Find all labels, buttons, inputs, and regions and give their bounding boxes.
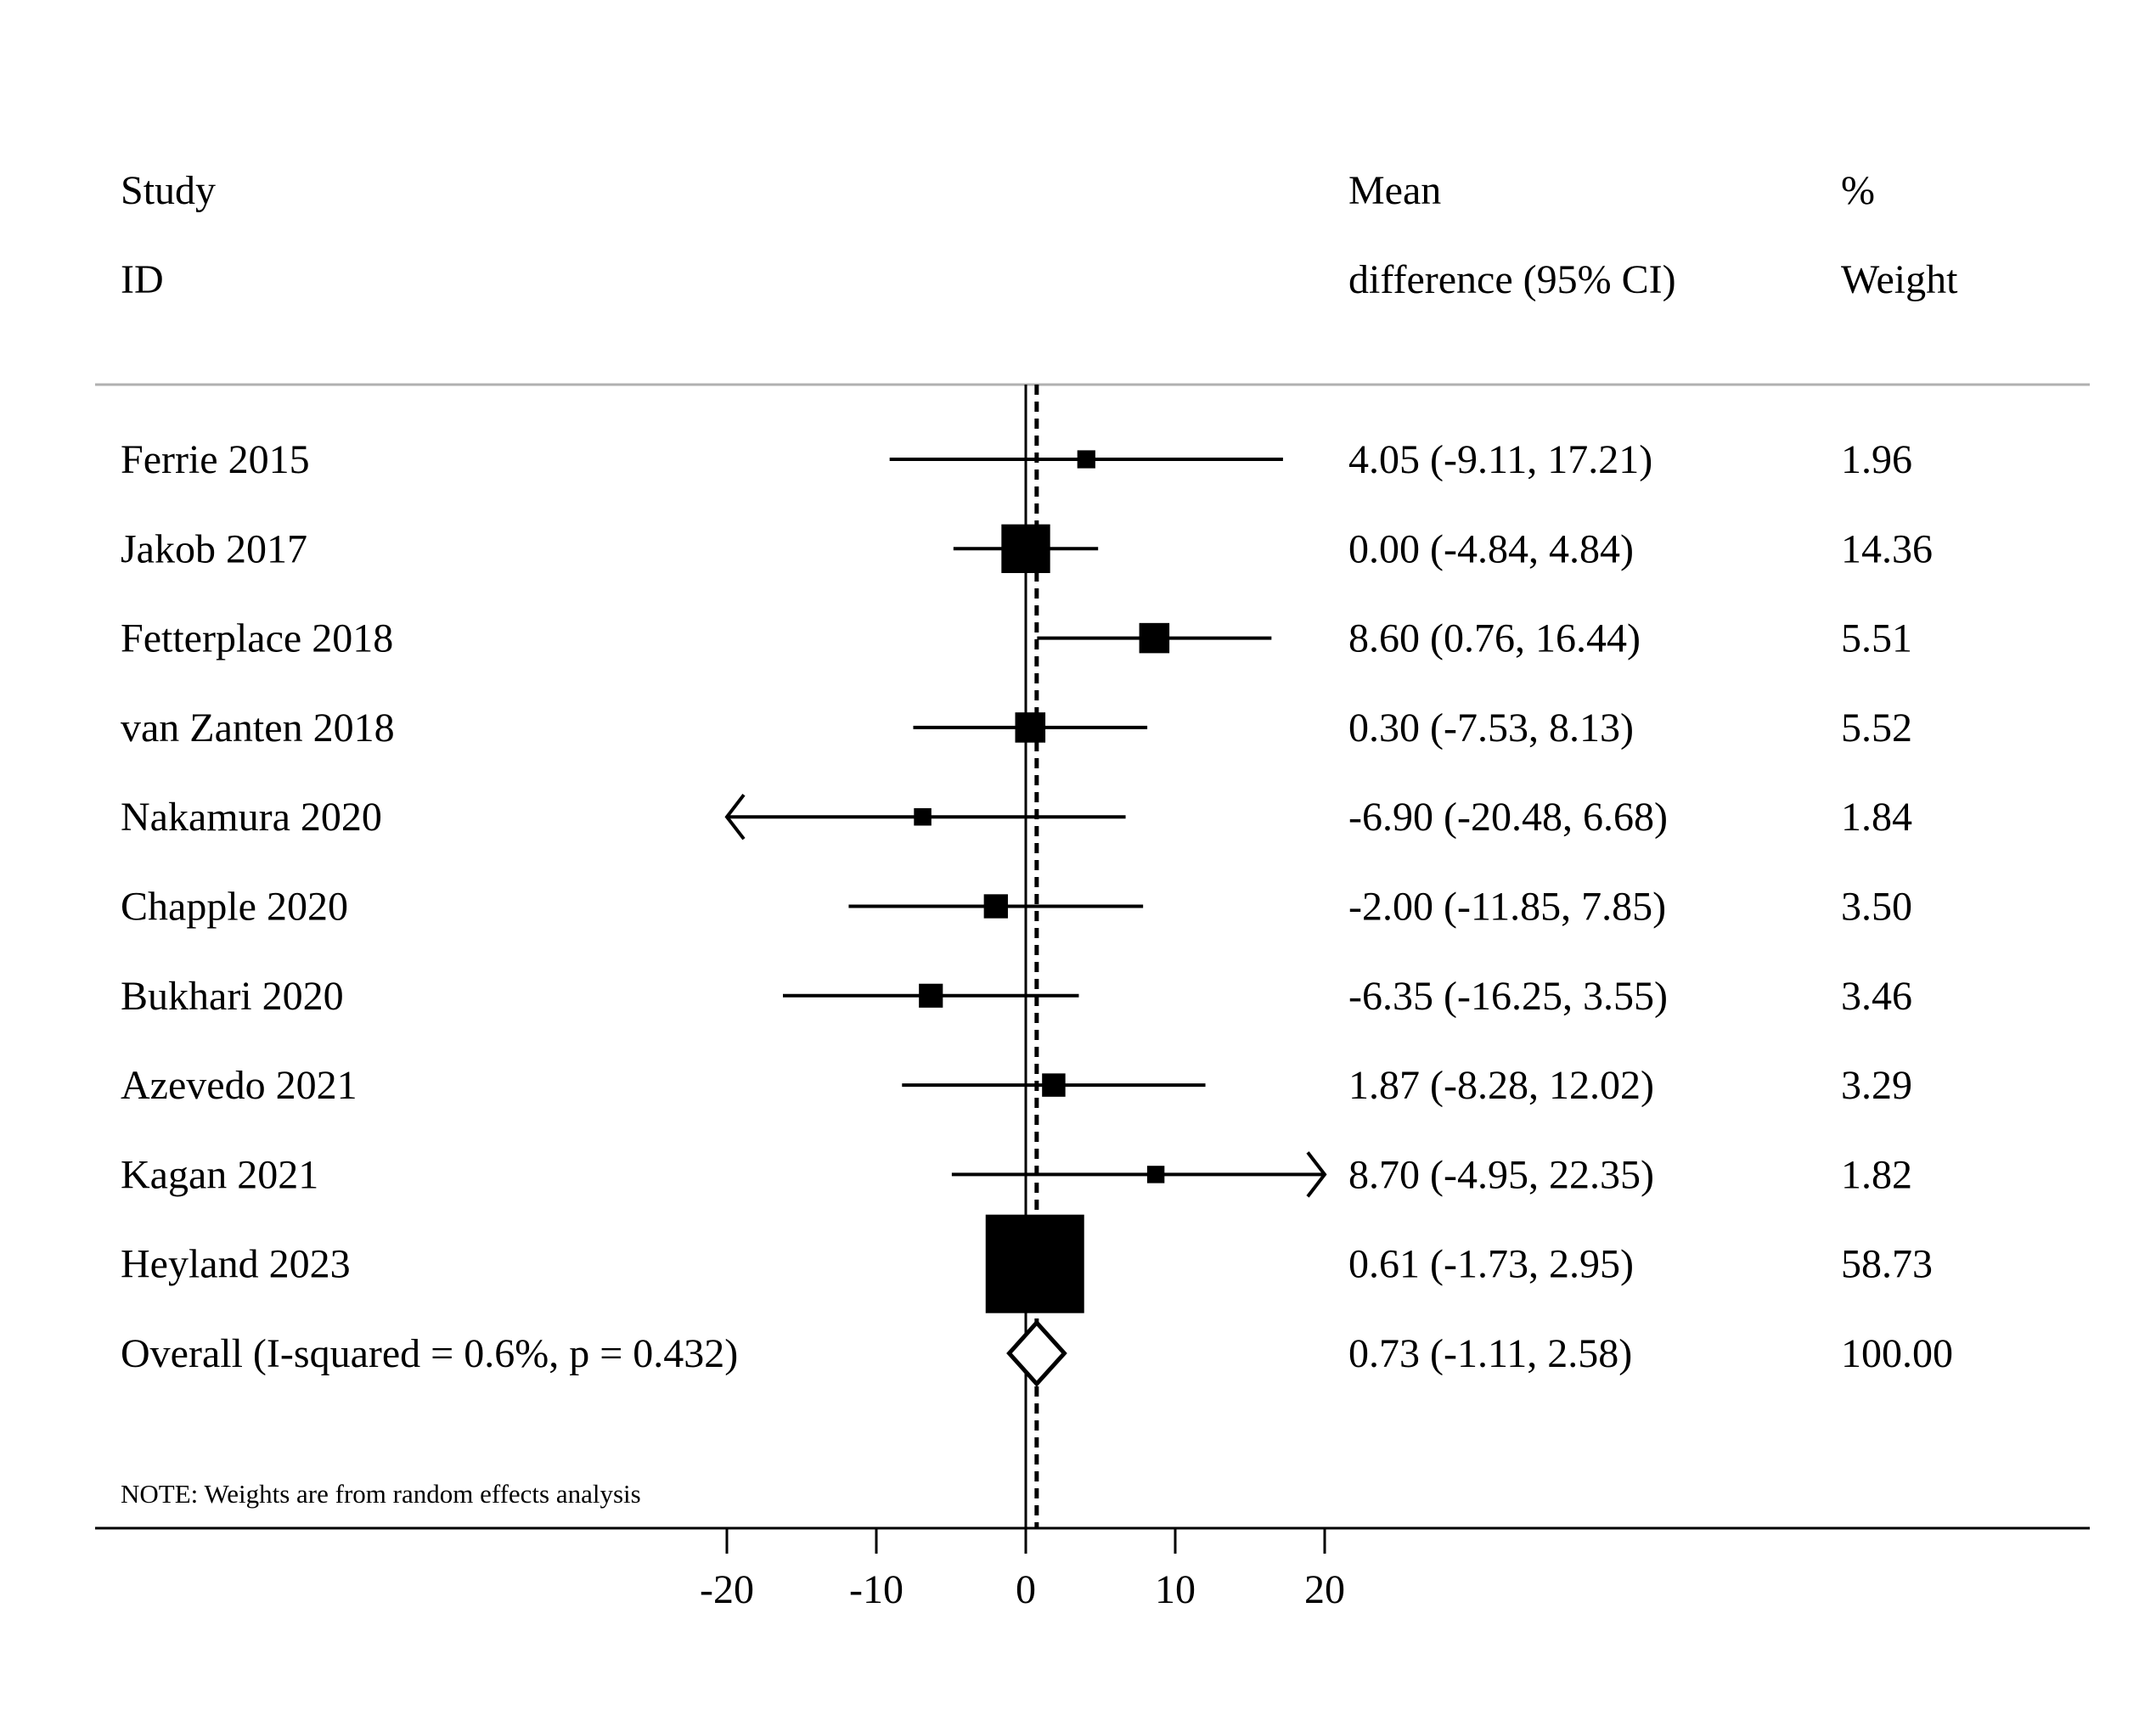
- study-row: Bukhari 2020 -6.35 (-16.25, 3.55) 3.46: [121, 974, 1912, 1019]
- effect-square: [1001, 524, 1050, 573]
- header-mean: Mean: [1348, 168, 1441, 213]
- study-weight: 5.52: [1841, 706, 1912, 750]
- overall-effect-ci: 0.73 (-1.11, 2.58): [1348, 1331, 1632, 1376]
- header-percent: %: [1841, 168, 1875, 213]
- study-effect-ci: -6.35 (-16.25, 3.55): [1348, 974, 1668, 1019]
- study-id: Bukhari 2020: [121, 974, 344, 1019]
- effect-square: [914, 807, 932, 826]
- study-weight: 3.50: [1841, 885, 1912, 930]
- study-weight: 3.29: [1841, 1063, 1912, 1108]
- study-effect-ci: -6.90 (-20.48, 6.68): [1348, 795, 1668, 840]
- header-weight: Weight: [1841, 257, 1958, 302]
- effect-square: [919, 983, 943, 1008]
- note-text: NOTE: Weights are from random effects an…: [121, 1479, 641, 1509]
- header-difference-ci: difference (95% CI): [1348, 257, 1676, 302]
- x-tick-label: -20: [700, 1567, 754, 1612]
- study-row: Ferrie 2015 4.05 (-9.11, 17.21) 1.96: [121, 437, 1912, 482]
- study-effect-ci: 8.60 (0.76, 16.44): [1348, 616, 1641, 661]
- study-effect-ci: 0.61 (-1.73, 2.95): [1348, 1242, 1634, 1287]
- overall-label: Overall (I-squared = 0.6%, p = 0.432): [121, 1331, 738, 1376]
- study-effect-ci: 4.05 (-9.11, 17.21): [1348, 437, 1652, 482]
- study-id: Chapple 2020: [121, 885, 348, 930]
- study-effect-ci: -2.00 (-11.85, 7.85): [1348, 885, 1666, 930]
- study-id: Ferrie 2015: [121, 437, 310, 482]
- study-id: Fetterplace 2018: [121, 616, 393, 661]
- study-effect-ci: 1.87 (-8.28, 12.02): [1348, 1063, 1654, 1108]
- study-id: Nakamura 2020: [121, 795, 382, 840]
- x-tick-label: 0: [1016, 1567, 1036, 1612]
- study-row: Chapple 2020 -2.00 (-11.85, 7.85) 3.50: [121, 885, 1912, 930]
- study-rows: Ferrie 2015 4.05 (-9.11, 17.21) 1.96 Jakob …: [121, 437, 1933, 1313]
- ci-left-arrow: [724, 793, 746, 840]
- effect-square: [985, 1214, 1084, 1313]
- study-row: Nakamura 2020 -6.90 (-20.48, 6.68) 1.84: [121, 793, 1912, 840]
- study-id: Azevedo 2021: [121, 1063, 357, 1108]
- study-row: Heyland 2023 0.61 (-1.73, 2.95) 58.73: [121, 1214, 1933, 1313]
- study-row: van Zanten 2018 0.30 (-7.53, 8.13) 5.52: [121, 706, 1912, 750]
- study-weight: 58.73: [1841, 1242, 1933, 1287]
- study-weight: 14.36: [1841, 526, 1933, 571]
- x-tick-label: 10: [1155, 1567, 1196, 1612]
- study-row: Azevedo 2021 1.87 (-8.28, 12.02) 3.29: [121, 1063, 1912, 1108]
- effect-square: [1015, 712, 1046, 743]
- effect-square: [1077, 450, 1095, 469]
- overall-row: Overall (I-squared = 0.6%, p = 0.432) 0.7…: [121, 1319, 1953, 1387]
- header-id: ID: [121, 257, 164, 302]
- overall-weight: 100.00: [1841, 1331, 1953, 1376]
- study-effect-ci: 0.00 (-4.84, 4.84): [1348, 526, 1634, 571]
- study-row: Kagan 2021 8.70 (-4.95, 22.35) 1.82: [121, 1151, 1912, 1198]
- study-weight: 1.82: [1841, 1152, 1912, 1197]
- overall-diamond: [1006, 1319, 1067, 1387]
- study-id: Heyland 2023: [121, 1242, 351, 1287]
- study-id: van Zanten 2018: [121, 706, 395, 750]
- effect-square: [1139, 622, 1170, 654]
- study-effect-ci: 0.30 (-7.53, 8.13): [1348, 706, 1634, 750]
- study-id: Jakob 2017: [121, 526, 307, 571]
- study-id: Kagan 2021: [121, 1152, 318, 1197]
- study-weight: 3.46: [1841, 974, 1912, 1019]
- effect-square: [1146, 1166, 1165, 1183]
- study-weight: 5.51: [1841, 616, 1912, 661]
- study-row: Jakob 2017 0.00 (-4.84, 4.84) 14.36: [121, 524, 1933, 573]
- x-tick-label: 20: [1304, 1567, 1345, 1612]
- ci-right-arrow: [1306, 1151, 1327, 1198]
- x-tick-label: -10: [849, 1567, 903, 1612]
- study-weight: 1.84: [1841, 795, 1912, 840]
- effect-square: [983, 894, 1008, 919]
- effect-square: [1042, 1073, 1066, 1097]
- study-effect-ci: 8.70 (-4.95, 22.35): [1348, 1152, 1654, 1197]
- x-axis-ticks: -20 -10 0 10 20: [700, 1528, 1345, 1612]
- study-weight: 1.96: [1841, 437, 1912, 482]
- study-row: Fetterplace 2018 8.60 (0.76, 16.44) 5.51: [121, 616, 1912, 661]
- header-study: Study: [121, 168, 216, 213]
